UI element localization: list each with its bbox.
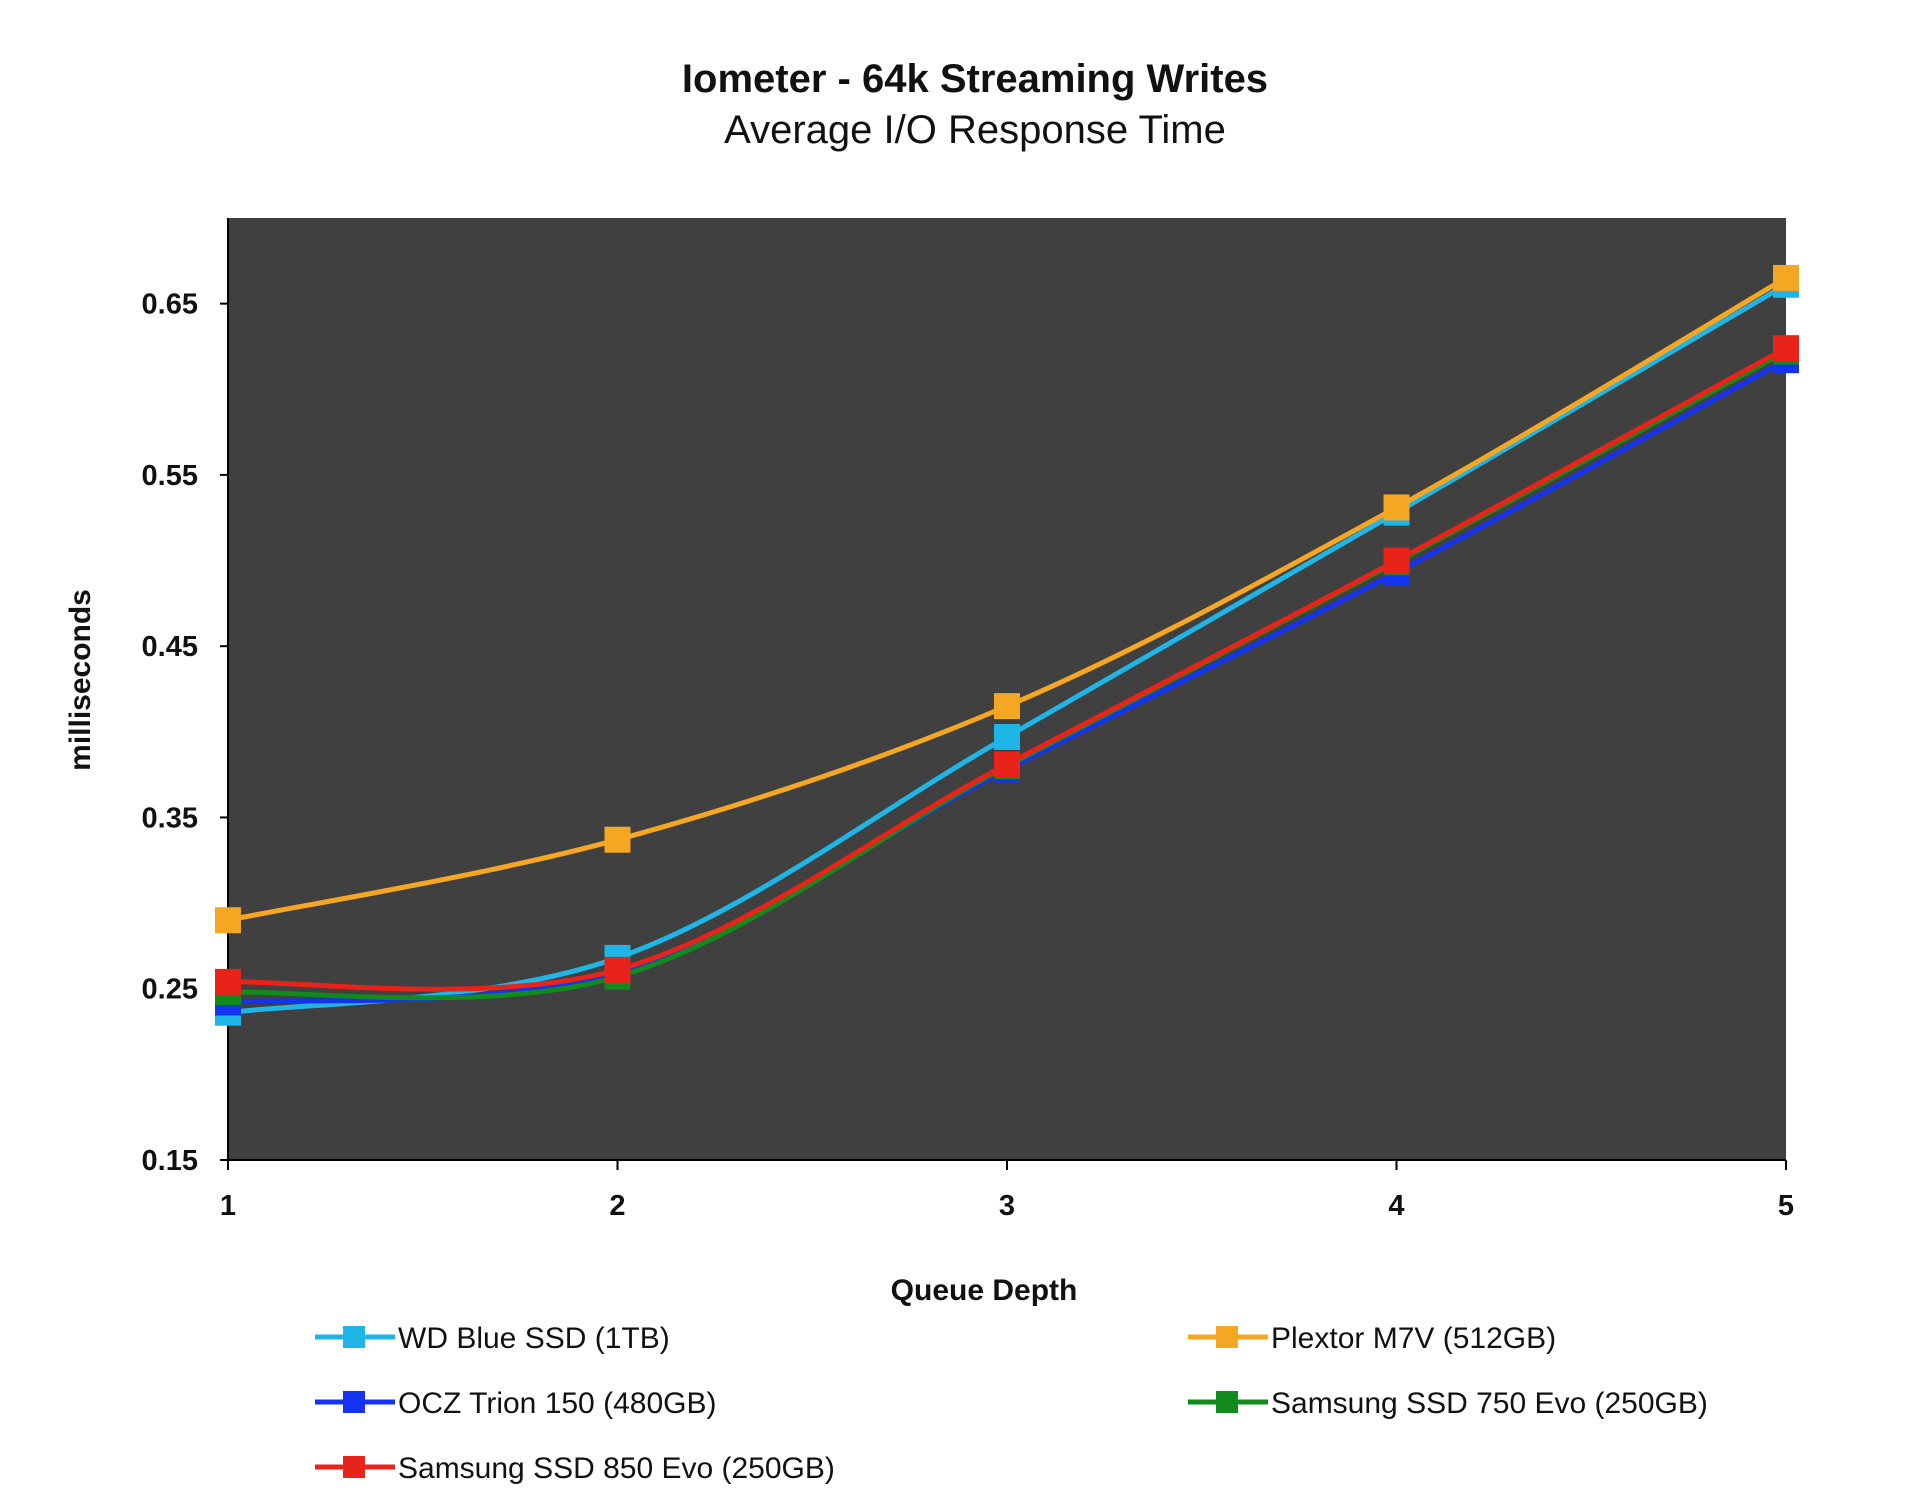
x-tick-label: 1 xyxy=(220,1190,236,1222)
legend-label: Plextor M7V (512GB) xyxy=(1271,1322,1556,1355)
legend-swatch-marker xyxy=(343,1391,365,1413)
y-tick-label: 0.45 xyxy=(142,631,198,663)
legend-label: Samsung SSD 750 Evo (250GB) xyxy=(1271,1387,1708,1420)
legend-item: Samsung SSD 750 Evo (250GB) xyxy=(1188,1387,1708,1420)
series-marker xyxy=(1773,335,1799,362)
legend-label: Samsung SSD 850 Evo (250GB) xyxy=(398,1452,835,1485)
y-tick-label: 0.55 xyxy=(142,460,198,492)
y-tick-label: 0.15 xyxy=(142,1145,198,1177)
x-axis-label: Queue Depth xyxy=(891,1274,1078,1307)
x-tick-label: 5 xyxy=(1778,1190,1794,1222)
chart-title: Iometer - 64k Streaming Writes xyxy=(682,57,1268,101)
y-tick-label: 0.65 xyxy=(142,289,198,321)
y-tick-label: 0.25 xyxy=(142,974,198,1006)
series-1 xyxy=(215,264,1799,934)
series-marker xyxy=(215,968,241,995)
legend-item: Samsung SSD 850 Evo (250GB) xyxy=(315,1452,835,1485)
series-marker xyxy=(994,751,1020,778)
series-marker xyxy=(604,826,631,853)
series-marker xyxy=(215,907,241,934)
x-tick-label: 4 xyxy=(1388,1190,1404,1222)
x-axis: 1 2 3 4 5 xyxy=(220,1159,1794,1222)
legend-label: WD Blue SSD (1TB) xyxy=(398,1322,670,1355)
chart-subtitle: Average I/O Response Time xyxy=(724,108,1226,152)
series-4 xyxy=(215,335,1799,995)
plot-area xyxy=(228,218,1786,1160)
y-axis: 0.15 0.25 0.35 0.45 0.55 0.65 xyxy=(142,218,229,1177)
legend-swatch-marker xyxy=(343,1326,365,1348)
legend-item: OCZ Trion 150 (480GB) xyxy=(315,1387,716,1420)
series-marker xyxy=(604,956,631,983)
y-tick-label: 0.35 xyxy=(142,802,198,834)
x-tick-label: 2 xyxy=(609,1190,625,1222)
series-marker xyxy=(994,723,1020,750)
legend-swatch-marker xyxy=(1216,1391,1238,1413)
series-marker xyxy=(994,693,1020,720)
legend-item: Plextor M7V (512GB) xyxy=(1188,1322,1556,1355)
legend-swatch-marker xyxy=(1216,1326,1238,1348)
legend: WD Blue SSD (1TB) Plextor M7V (512GB) OCZ … xyxy=(315,1322,1708,1485)
y-axis-label: milliseconds xyxy=(64,589,97,771)
legend-label: OCZ Trion 150 (480GB) xyxy=(398,1387,716,1420)
series-marker xyxy=(1383,547,1410,574)
series-group xyxy=(215,264,1799,1026)
x-tick-label: 3 xyxy=(999,1190,1015,1222)
series-marker xyxy=(1773,264,1799,291)
legend-swatch-marker xyxy=(343,1456,365,1478)
series-marker xyxy=(1383,494,1410,521)
legend-item: WD Blue SSD (1TB) xyxy=(315,1322,670,1355)
